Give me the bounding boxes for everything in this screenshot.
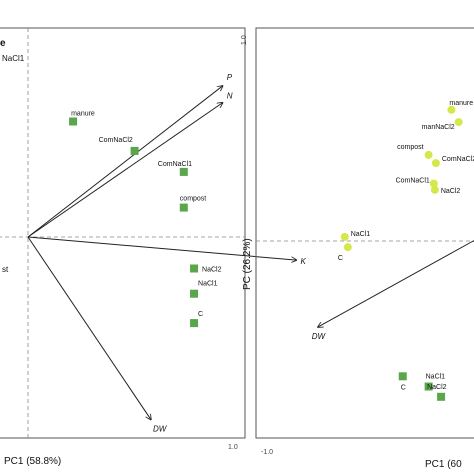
right-square-c (398, 372, 407, 381)
left-vector-label-n: N (227, 92, 233, 101)
right-square-nacl1-label: NaCl1 (426, 374, 446, 381)
left-point-comnacl1 (179, 167, 188, 176)
right-x-axis-label: PC1 (60 (425, 459, 462, 470)
right-square-c-label: C (401, 384, 406, 391)
left-cropped-title: e (0, 38, 6, 49)
left-point-label-nacl2: NaCl2 (202, 267, 222, 274)
right-circle-comnacl1 (429, 179, 438, 188)
left-cropped-label-2: st (2, 265, 9, 274)
left-score-points: manure ComNaCl2 ComNaCl1 compost NaCl2 NaCl1 C (69, 111, 222, 328)
right-circle-compost-label: compost (397, 144, 424, 151)
right-circle-manure (447, 105, 456, 114)
right-square-nacl2 (437, 392, 446, 401)
left-biplot-panel: e NaCl1 st P N K DW manure ComNaCl2 ComNaCl1 c… (0, 27, 307, 467)
right-circle-nacl2-label: NaCl2 (441, 188, 461, 195)
left-vector-label-p: P (227, 73, 233, 82)
right-y-tick-label: 1.0 (241, 35, 248, 45)
left-point-c (190, 319, 199, 328)
left-vector-k (27, 236, 297, 260)
left-point-label-compost: compost (180, 196, 207, 203)
left-vector-label-k: K (301, 257, 307, 266)
left-point-manure (69, 117, 78, 126)
right-circle-c (343, 243, 352, 252)
left-point-compost (179, 203, 188, 212)
right-plot-frame (255, 27, 474, 439)
right-square-nacl1 (424, 382, 433, 391)
left-vector-label-dw: DW (153, 425, 168, 434)
right-circle-nacl1-label: NaCl1 (351, 231, 371, 238)
left-plot-frame (0, 27, 246, 439)
right-circle-mannacl2 (454, 118, 463, 127)
right-y-axis-label: PC (26.2%) (242, 238, 253, 290)
right-circle-mannacl2-label: manNaCl2 (422, 124, 455, 131)
left-point-label-nacl1: NaCl1 (198, 281, 218, 288)
right-circle-nacl1 (340, 232, 349, 241)
left-point-nacl2 (190, 264, 199, 273)
right-circle-c-label: C (338, 255, 343, 262)
right-circle-nacl2 (430, 185, 439, 194)
left-point-nacl1 (190, 289, 199, 298)
left-point-label-comnacl2: ComNaCl2 (99, 137, 133, 144)
right-vector-dw (318, 240, 474, 327)
right-circle-comnacl2-label: ComNaCl2 (442, 156, 474, 163)
right-loading-vectors: DW (312, 240, 474, 341)
left-point-label-manure: manure (71, 111, 95, 118)
left-point-label-c: C (198, 311, 203, 318)
right-circle-comnacl1-label: ComNaCl1 (396, 178, 430, 185)
left-cropped-label-1: NaCl1 (2, 54, 25, 63)
left-vector-p (27, 86, 223, 238)
right-circle-compost (424, 150, 433, 159)
left-loading-vectors: P N K DW (27, 73, 307, 434)
left-point-label-comnacl1: ComNaCl1 (158, 161, 192, 168)
left-point-comnacl2 (130, 146, 139, 155)
right-vector-label-dw: DW (312, 332, 327, 341)
right-x-tick-label: -1.0 (261, 449, 273, 456)
right-score-points: manure manNaCl2 ComNaCl2 compost ComNaCl1 NaC… (338, 100, 474, 401)
right-square-nacl2-label: NaCl2 (427, 384, 447, 391)
right-circle-manure-label: manure (449, 100, 473, 107)
left-x-axis-label: PC1 (58.8%) (4, 456, 61, 467)
left-vector-dw (27, 236, 151, 420)
left-vector-n (27, 103, 223, 238)
right-biplot-panel: 1.0 -1.0 PC (26.2%) PC1 (60 DW manureman… (241, 27, 474, 470)
left-x-tick-label: 1.0 (228, 444, 238, 451)
right-circle-comnacl2 (431, 159, 440, 168)
